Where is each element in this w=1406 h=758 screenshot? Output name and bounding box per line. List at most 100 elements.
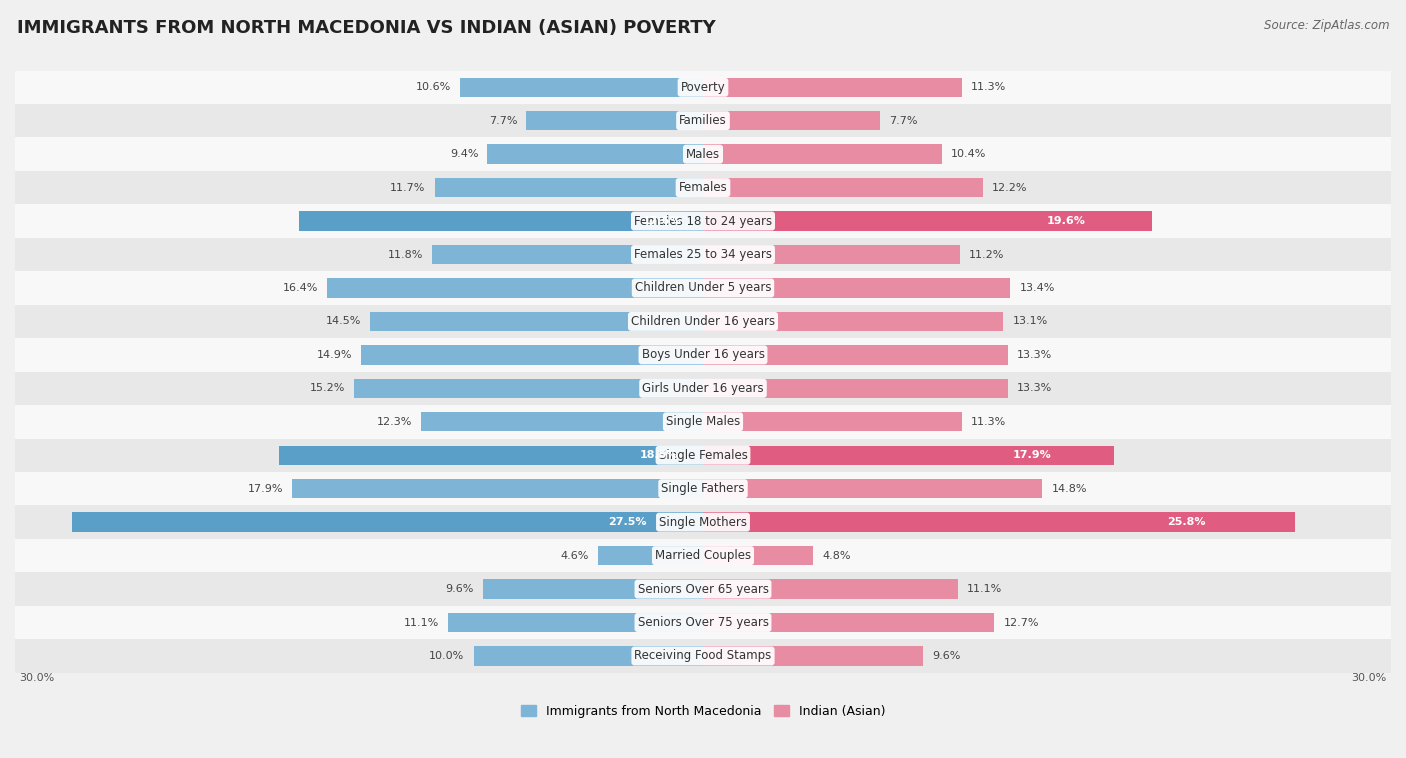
Bar: [15, 572, 1391, 606]
Bar: [703, 479, 1042, 499]
Text: 13.3%: 13.3%: [1017, 384, 1053, 393]
Text: 13.1%: 13.1%: [1012, 316, 1047, 327]
Bar: [15, 472, 1391, 506]
Bar: [15, 104, 1391, 137]
Bar: [299, 211, 703, 230]
Text: 30.0%: 30.0%: [1351, 672, 1386, 683]
Text: Children Under 5 years: Children Under 5 years: [634, 281, 772, 294]
Text: 11.3%: 11.3%: [972, 417, 1007, 427]
Text: 4.6%: 4.6%: [560, 550, 588, 561]
Legend: Immigrants from North Macedonia, Indian (Asian): Immigrants from North Macedonia, Indian …: [516, 700, 890, 723]
Text: 9.6%: 9.6%: [446, 584, 474, 594]
Bar: [326, 278, 703, 298]
Bar: [703, 245, 960, 265]
Text: 17.9%: 17.9%: [247, 484, 284, 493]
Text: 11.7%: 11.7%: [389, 183, 426, 193]
Text: 7.7%: 7.7%: [489, 116, 517, 126]
Bar: [703, 612, 994, 632]
Bar: [15, 137, 1391, 171]
Text: 10.0%: 10.0%: [429, 651, 464, 661]
Text: 14.5%: 14.5%: [326, 316, 361, 327]
Bar: [703, 77, 962, 97]
Text: 16.4%: 16.4%: [283, 283, 318, 293]
Text: 17.6%: 17.6%: [643, 216, 681, 226]
Text: Single Males: Single Males: [666, 415, 740, 428]
Text: 7.7%: 7.7%: [889, 116, 917, 126]
Bar: [15, 205, 1391, 238]
Bar: [703, 178, 983, 197]
Text: 18.5%: 18.5%: [640, 450, 678, 460]
Bar: [15, 338, 1391, 371]
Text: 27.5%: 27.5%: [609, 517, 647, 527]
Bar: [420, 412, 703, 431]
Bar: [703, 111, 880, 130]
Text: Poverty: Poverty: [681, 81, 725, 94]
Text: 4.8%: 4.8%: [823, 550, 851, 561]
Text: 12.3%: 12.3%: [377, 417, 412, 427]
Bar: [292, 479, 703, 499]
Bar: [15, 439, 1391, 472]
Bar: [370, 312, 703, 331]
Bar: [72, 512, 703, 532]
Bar: [703, 446, 1114, 465]
Bar: [703, 647, 924, 666]
Text: Females 18 to 24 years: Females 18 to 24 years: [634, 215, 772, 227]
Text: Seniors Over 75 years: Seniors Over 75 years: [637, 616, 769, 629]
Text: 9.6%: 9.6%: [932, 651, 960, 661]
Text: 13.3%: 13.3%: [1017, 350, 1053, 360]
Bar: [703, 546, 813, 565]
Text: 19.6%: 19.6%: [1046, 216, 1085, 226]
Text: Receiving Food Stamps: Receiving Food Stamps: [634, 650, 772, 662]
Bar: [15, 539, 1391, 572]
Bar: [703, 278, 1011, 298]
Text: 11.2%: 11.2%: [969, 249, 1004, 259]
Text: Families: Families: [679, 114, 727, 127]
Bar: [474, 647, 703, 666]
Bar: [598, 546, 703, 565]
Bar: [703, 412, 962, 431]
Text: 10.4%: 10.4%: [950, 149, 986, 159]
Bar: [703, 379, 1008, 398]
Text: Girls Under 16 years: Girls Under 16 years: [643, 382, 763, 395]
Text: 9.4%: 9.4%: [450, 149, 478, 159]
Text: 12.2%: 12.2%: [993, 183, 1028, 193]
Bar: [278, 446, 703, 465]
Text: 14.8%: 14.8%: [1052, 484, 1087, 493]
Text: Children Under 16 years: Children Under 16 years: [631, 315, 775, 328]
Bar: [703, 579, 957, 599]
Bar: [15, 405, 1391, 439]
Bar: [449, 612, 703, 632]
Text: Single Mothers: Single Mothers: [659, 515, 747, 528]
Bar: [15, 271, 1391, 305]
Bar: [434, 178, 703, 197]
Text: 15.2%: 15.2%: [309, 384, 346, 393]
Bar: [15, 506, 1391, 539]
Bar: [482, 579, 703, 599]
Text: 30.0%: 30.0%: [20, 672, 55, 683]
Text: Source: ZipAtlas.com: Source: ZipAtlas.com: [1264, 19, 1389, 32]
Text: 12.7%: 12.7%: [1004, 618, 1039, 628]
Bar: [15, 606, 1391, 639]
Bar: [460, 77, 703, 97]
Bar: [526, 111, 703, 130]
Bar: [15, 238, 1391, 271]
Text: 14.9%: 14.9%: [316, 350, 352, 360]
Text: Boys Under 16 years: Boys Under 16 years: [641, 349, 765, 362]
Text: IMMIGRANTS FROM NORTH MACEDONIA VS INDIAN (ASIAN) POVERTY: IMMIGRANTS FROM NORTH MACEDONIA VS INDIA…: [17, 19, 716, 37]
Text: Females 25 to 34 years: Females 25 to 34 years: [634, 248, 772, 261]
Text: Females: Females: [679, 181, 727, 194]
Text: Males: Males: [686, 148, 720, 161]
Text: 11.8%: 11.8%: [388, 249, 423, 259]
Bar: [703, 145, 942, 164]
Bar: [15, 305, 1391, 338]
Bar: [703, 312, 1004, 331]
Bar: [354, 379, 703, 398]
Text: 25.8%: 25.8%: [1167, 517, 1206, 527]
Bar: [15, 639, 1391, 672]
Bar: [703, 512, 1295, 532]
Text: 11.1%: 11.1%: [967, 584, 1002, 594]
Text: 10.6%: 10.6%: [416, 83, 451, 92]
Text: 13.4%: 13.4%: [1019, 283, 1054, 293]
Bar: [361, 345, 703, 365]
Bar: [488, 145, 703, 164]
